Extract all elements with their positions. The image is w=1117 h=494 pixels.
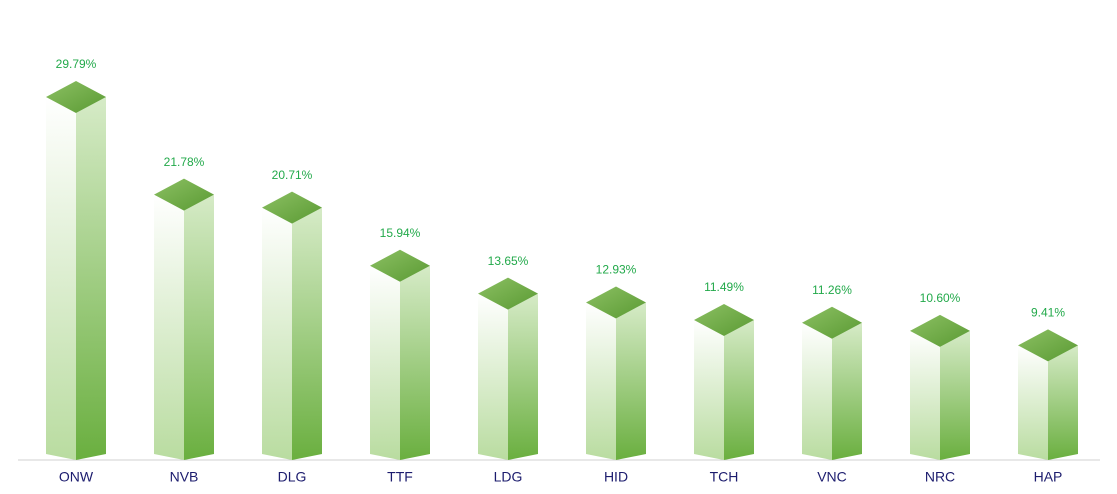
bar (802, 306, 862, 460)
x-tick-label: NVB (170, 469, 199, 485)
bar (586, 286, 646, 460)
value-label: 21.78% (164, 155, 205, 169)
x-tick-label: HID (604, 469, 628, 485)
bar (694, 303, 754, 460)
value-label: 10.60% (920, 291, 961, 305)
bar (154, 178, 214, 460)
value-label: 15.94% (380, 226, 421, 240)
bar (1018, 329, 1078, 460)
bar (262, 191, 322, 460)
x-tick-label: TTF (387, 469, 413, 485)
bar (910, 314, 970, 460)
x-tick-label: ONW (59, 469, 94, 485)
x-tick-label: TCH (710, 469, 739, 485)
value-label: 29.79% (56, 57, 97, 71)
value-label: 9.41% (1031, 306, 1065, 320)
x-tick-label: VNC (817, 469, 847, 485)
x-tick-label: LDG (494, 469, 523, 485)
x-tick-label: HAP (1034, 469, 1063, 485)
value-label: 12.93% (596, 263, 637, 277)
value-label: 13.65% (488, 254, 529, 268)
value-label: 11.26% (812, 283, 852, 297)
bar (46, 81, 106, 460)
value-label: 11.49% (704, 280, 744, 294)
x-tick-label: DLG (278, 469, 307, 485)
bar (370, 249, 430, 460)
x-tick-label: NRC (925, 469, 955, 485)
value-label: 20.71% (272, 168, 313, 182)
bar (478, 277, 538, 460)
